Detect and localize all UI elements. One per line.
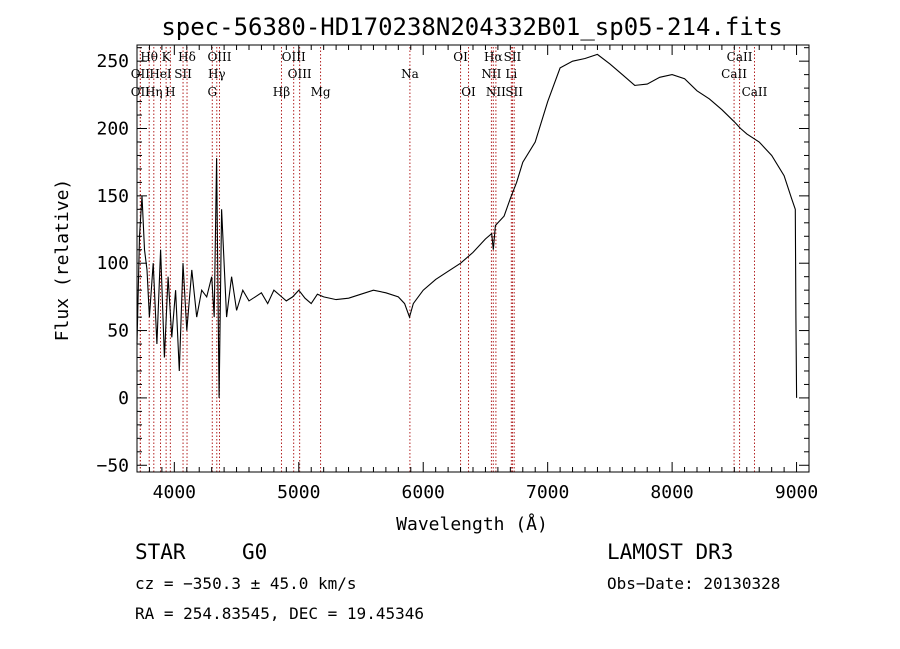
spectral-line-label: Hθ: [140, 50, 158, 64]
spectral-line-label: OIII: [288, 67, 312, 81]
spectral-line-label: H: [165, 85, 175, 99]
y-tick-label: −50: [96, 455, 129, 476]
spectral-line-label: NII: [481, 67, 501, 81]
spectral-line-label: K: [162, 50, 172, 64]
x-tick-label: 6000: [402, 482, 445, 503]
spectral-line-label: Hη: [145, 85, 163, 99]
spectral-line-label: CaII: [721, 67, 747, 81]
x-tick-label: 9000: [775, 482, 818, 503]
spectrum-series-line: [136, 53, 798, 398]
x-axis: 4000 5000 6000 7000 8000 9000: [136, 45, 818, 503]
x-axis-label: Wavelength (Å): [396, 513, 548, 535]
spectral-line-label: OIII: [282, 50, 306, 64]
y-axis-label: Flux (relative): [52, 179, 73, 342]
y-tick-label: 200: [96, 119, 129, 140]
x-tick-label: 8000: [650, 482, 693, 503]
spectral-line-label: OI: [461, 85, 476, 99]
y-tick-label: 50: [107, 321, 129, 342]
spectral-line-label: OI: [453, 50, 468, 64]
object-class: STAR: [135, 540, 186, 564]
spectral-line-label: NII: [486, 85, 506, 99]
spectral-line-label: Hδ: [178, 50, 196, 64]
spectral-line-label: SII: [505, 85, 523, 99]
object-subclass: G0: [242, 540, 268, 564]
spectral-line-label: Mg: [311, 85, 331, 99]
spectral-line-label: Li: [505, 67, 517, 81]
spectral-line-label: CaII: [742, 85, 768, 99]
spectral-line-markers: [139, 47, 755, 472]
spectral-line-label: Hα: [484, 50, 503, 64]
survey-name: LAMOST DR3: [607, 540, 734, 564]
x-tick-label: 4000: [153, 482, 196, 503]
y-tick-label: 0: [118, 388, 129, 409]
y-axis: −50 0 50 100 150 200 250: [96, 47, 809, 476]
spectral-line-label: G: [207, 85, 217, 99]
spectral-line-label: Na: [401, 67, 419, 81]
x-tick-label: 5000: [277, 482, 320, 503]
redshift-cz: cz = −350.3 ± 45.0 km/s: [135, 574, 357, 593]
spectral-line-label: Hβ: [273, 85, 290, 99]
spectral-line-label: OII: [131, 67, 151, 81]
spectral-line-label: OIII: [207, 50, 231, 64]
spectral-line-label: HeI: [149, 67, 172, 81]
observation-date: Obs−Date: 20130328: [607, 574, 781, 593]
coordinates: RA = 254.83545, DEC = 19.45346: [135, 604, 424, 623]
plot-frame: [136, 44, 810, 473]
spectral-line-label: SII: [504, 50, 522, 64]
y-tick-label: 150: [96, 186, 129, 207]
spectral-line-label: OII: [131, 85, 151, 99]
spectral-line-label: Hγ: [208, 67, 226, 81]
x-tick-label: 7000: [526, 482, 569, 503]
y-tick-label: 250: [96, 51, 129, 72]
y-tick-label: 100: [96, 253, 129, 274]
chart-title: spec-56380-HD170238N204332B01_sp05-214.f…: [161, 13, 782, 41]
spectral-line-label: CaII: [727, 50, 753, 64]
spectral-line-label: SII: [174, 67, 192, 81]
